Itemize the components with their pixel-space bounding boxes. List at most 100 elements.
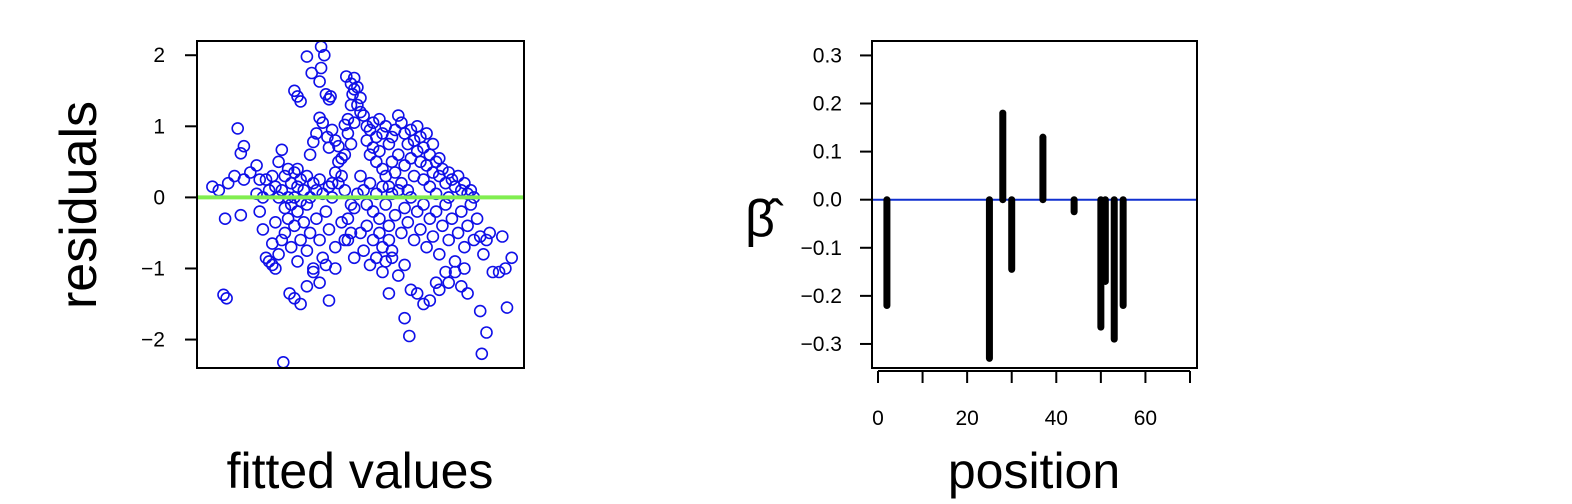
data-point (306, 176, 320, 190)
data-point (410, 287, 424, 300)
y-tick-label: −0.3 (801, 333, 842, 356)
plot-frame (196, 40, 525, 369)
data-point (385, 251, 399, 265)
data-point (369, 130, 383, 144)
y-axis-label: residuals (50, 101, 108, 309)
data-point (354, 105, 367, 119)
data-point (341, 112, 355, 126)
data-point (382, 137, 396, 151)
data-point (391, 109, 405, 122)
data-point (376, 180, 389, 193)
data-point (475, 347, 489, 361)
data-point (322, 294, 336, 307)
y-tick-label: −0.2 (801, 285, 842, 308)
data-point (341, 212, 355, 225)
data-point (442, 233, 456, 247)
data-point (417, 173, 430, 186)
data-point (344, 137, 358, 151)
y-tick-label: 0.3 (813, 44, 842, 67)
data-point (332, 139, 345, 153)
data-point (499, 262, 512, 275)
data-point (294, 233, 307, 247)
data-point (436, 162, 449, 176)
data-point (360, 120, 374, 133)
data-point (398, 311, 411, 325)
data-point (395, 116, 408, 129)
data-point (322, 141, 336, 154)
data-point (256, 223, 270, 236)
data-point (373, 112, 386, 126)
data-point (401, 216, 415, 229)
data-point (313, 75, 326, 88)
data-point (373, 212, 386, 225)
data-point (250, 159, 263, 172)
x-axis-label: position (948, 443, 1120, 499)
y-tick-label: 1 (153, 115, 165, 138)
data-point (395, 226, 408, 240)
scatter-points (206, 40, 519, 369)
y-tick-label: −0.1 (801, 237, 842, 260)
data-point (300, 279, 314, 293)
data-point (221, 176, 235, 190)
data-point (328, 240, 342, 254)
data-point (360, 219, 374, 233)
data-point (505, 251, 519, 265)
data-point (310, 212, 323, 225)
data-point (480, 233, 493, 247)
data-point (275, 233, 289, 247)
data-point (473, 304, 487, 318)
data-point (407, 134, 421, 147)
data-point (417, 297, 430, 311)
data-point (391, 269, 405, 282)
spike-bars (883, 109, 1127, 362)
x-tick-label: 40 (1045, 407, 1068, 430)
data-point (483, 226, 497, 240)
data-point (414, 223, 427, 236)
coefficient-plot: −0.3 −0.2 −0.1 0.0 0.1 0.2 0.3 0 20 40 60 β̂ posi… (745, 40, 1198, 499)
data-point (404, 123, 418, 137)
data-point (470, 212, 484, 225)
data-point (237, 139, 251, 153)
data-point (322, 223, 336, 236)
data-point (294, 297, 307, 311)
data-point (344, 98, 358, 112)
data-point (234, 208, 248, 222)
data-point (495, 230, 509, 243)
data-point (303, 226, 317, 240)
data-point (426, 230, 440, 243)
data-point (423, 180, 437, 193)
x-axis-label: fitted values (227, 443, 494, 499)
y-axis: −0.3 −0.2 −0.1 0.0 0.1 0.2 0.3 (801, 44, 872, 356)
data-point (420, 127, 433, 140)
data-point (445, 212, 459, 225)
data-point (220, 291, 233, 305)
data-point (417, 198, 430, 211)
residual-plot: −2 −1 0 1 2 residuals fitted values (50, 40, 525, 499)
data-point (288, 166, 301, 179)
data-point (385, 244, 399, 257)
data-point (284, 240, 298, 254)
data-point (275, 184, 289, 197)
data-point (265, 258, 279, 272)
data-point (366, 141, 380, 154)
data-point (354, 226, 367, 240)
data-point (276, 355, 290, 369)
data-point (237, 173, 251, 186)
data-point (262, 255, 276, 268)
data-point (369, 155, 383, 169)
data-point (439, 198, 452, 211)
data-point (328, 262, 342, 275)
data-point (363, 176, 377, 190)
x-axis: 0 20 40 60 (872, 370, 1191, 430)
data-point (259, 251, 273, 265)
data-point (373, 226, 386, 240)
data-point (291, 205, 304, 218)
data-point (347, 251, 361, 265)
data-point (324, 90, 337, 103)
data-point (464, 198, 478, 211)
data-point (492, 265, 506, 279)
data-point (275, 143, 289, 157)
data-point (467, 233, 481, 247)
data-point (410, 120, 424, 133)
data-point (310, 127, 323, 140)
